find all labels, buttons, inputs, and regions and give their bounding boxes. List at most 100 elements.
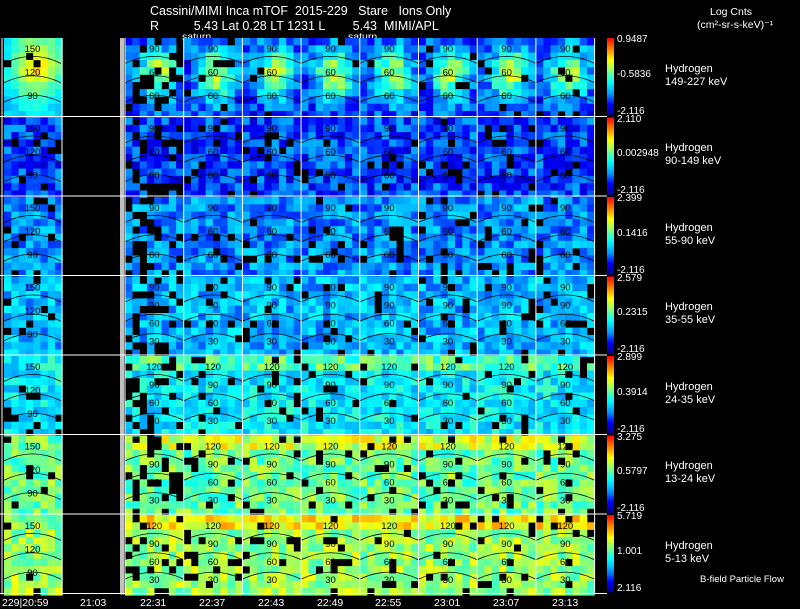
- colorbar: [607, 515, 614, 593]
- contour-label: 90: [443, 301, 454, 312]
- contour-label: 60: [560, 227, 571, 238]
- contour-label: 150: [25, 203, 41, 214]
- contour-label: 120: [25, 306, 41, 317]
- contour-label: 60: [149, 68, 160, 79]
- heatmap-panel: 90 90 60 30: [359, 276, 419, 358]
- contour-label: 60: [560, 91, 571, 102]
- contour-label: 90: [208, 460, 219, 471]
- contour-label: 90: [384, 539, 395, 550]
- contour-label: 90: [149, 301, 160, 312]
- colorbar-min: -2.116: [617, 423, 645, 435]
- contour-label: 120: [205, 362, 221, 373]
- time-label: 23:07: [493, 597, 520, 609]
- species-label: Hydrogen: [665, 539, 713, 552]
- contour-label: 30: [560, 575, 571, 586]
- contour-label: 90: [149, 203, 160, 214]
- contour-label: 90: [560, 460, 571, 471]
- contour-label: 150: [25, 124, 41, 135]
- colorbar-mid: 1.001: [617, 545, 643, 557]
- heatmap-panel: 90 60 60: [477, 197, 537, 278]
- contour-label: 30: [325, 337, 336, 348]
- contour-label: 90: [27, 568, 38, 579]
- contour-label: 120: [557, 442, 573, 453]
- heatmap-panel: 150 120 90: [3, 515, 63, 596]
- contour-label: 30: [325, 416, 336, 427]
- contour-label: 60: [149, 398, 160, 409]
- contour-label: 90: [501, 301, 512, 312]
- contour-label: 60: [325, 319, 336, 330]
- heatmap-panel: 120 90 60 30: [359, 356, 419, 437]
- heatmap-panel: 90 60 60: [242, 197, 302, 278]
- heatmap-panel: 90 60 60: [124, 117, 184, 199]
- heatmap-panel: 90 90 60 30: [183, 276, 243, 358]
- contour-label: 90: [443, 124, 454, 135]
- energy-label: 149-227 keV: [665, 75, 728, 88]
- contour-label: 30: [149, 416, 160, 427]
- contour-label: 60: [267, 557, 278, 568]
- time-label: 22:49: [317, 597, 344, 609]
- contour-label: 60: [443, 68, 454, 79]
- time-label: 22:31: [140, 597, 167, 609]
- contour-label: 60: [384, 478, 395, 489]
- contour-label: 60: [208, 147, 219, 158]
- heatmap-panel: 90 60 60: [535, 197, 595, 278]
- heatmap-panel: 120 90 60 30: [124, 356, 184, 437]
- contour-label: 90: [27, 489, 38, 500]
- colorbar-max: 2.579: [617, 272, 643, 284]
- heatmap-panel: 90 90 60 30: [242, 276, 302, 358]
- contour-label: 30: [267, 337, 278, 348]
- species-label: Hydrogen: [665, 460, 713, 473]
- colorbar: [607, 197, 614, 275]
- colorbar-max: 3.275: [617, 431, 643, 443]
- contour-label: 30: [501, 337, 512, 348]
- footer-note: B-field Particle Flow: [700, 574, 784, 585]
- time-label: 22:37: [199, 597, 226, 609]
- species-label: Hydrogen: [665, 62, 713, 75]
- contour-label: 60: [501, 91, 512, 102]
- contour-label: 60: [501, 398, 512, 409]
- contour-label: 90: [149, 283, 160, 294]
- contour-label: 30: [267, 416, 278, 427]
- contour-label: 60: [501, 147, 512, 158]
- contour-label: 30: [208, 416, 219, 427]
- heatmap-panel: 150 120 90: [3, 38, 63, 119]
- contour-label: 60: [384, 250, 395, 261]
- colorbar-mid: 0.1416: [617, 227, 648, 239]
- contour-label: 90: [267, 124, 278, 135]
- contour-label: 60: [149, 478, 160, 489]
- contour-label: 150: [25, 283, 41, 294]
- contour-label: 120: [146, 362, 162, 373]
- contour-label: 90: [325, 380, 336, 391]
- heatmap-panel: 120 90 60 30: [300, 435, 360, 517]
- contour-label: 60: [208, 398, 219, 409]
- contour-label: 90: [384, 283, 395, 294]
- heatmap-panel: 120 90 60 30: [124, 515, 184, 596]
- contour-label: 60: [384, 68, 395, 79]
- contour-label: 60: [501, 68, 512, 79]
- contour-label: 30: [384, 496, 395, 507]
- contour-label: 90: [501, 380, 512, 391]
- contour-label: 90: [501, 203, 512, 214]
- contour-label: 90: [208, 44, 219, 55]
- contour-label: 120: [323, 521, 339, 532]
- contour-label: 30: [208, 575, 219, 586]
- contour-label: 60: [501, 250, 512, 261]
- colorbar: [607, 38, 614, 116]
- contour-label: 60: [443, 319, 454, 330]
- contour-label: 120: [499, 442, 515, 453]
- contour-label: 90: [267, 539, 278, 550]
- contour-label: 90: [560, 301, 571, 312]
- contour-label: 90: [267, 203, 278, 214]
- colorbar: [607, 276, 614, 354]
- heatmap-panel: 90 60 60: [300, 117, 360, 199]
- contour-label: 90: [27, 409, 38, 420]
- energy-label: 35-55 keV: [665, 314, 716, 327]
- heatmap-panel: 90 60 60: [418, 197, 478, 278]
- contour-label: 60: [560, 147, 571, 158]
- heatmap-panel: 90 60 60: [300, 38, 360, 119]
- contour-label: 90: [149, 539, 160, 550]
- contour-label: 90: [208, 203, 219, 214]
- species-label: Hydrogen: [665, 142, 713, 155]
- contour-label: 30: [384, 416, 395, 427]
- contour-label: 90: [267, 301, 278, 312]
